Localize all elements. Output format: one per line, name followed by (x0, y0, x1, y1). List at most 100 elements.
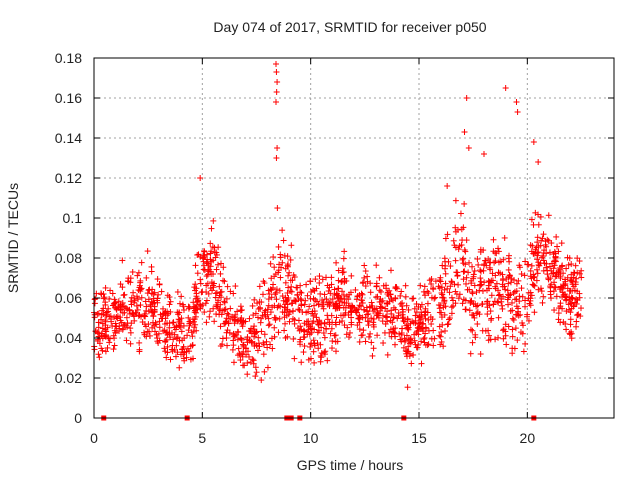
data-point (507, 279, 514, 286)
data-point (203, 319, 210, 326)
data-point (416, 314, 423, 321)
data-point (303, 321, 310, 328)
data-point (488, 315, 495, 322)
data-point (304, 331, 311, 338)
data-point (495, 334, 502, 341)
data-point (539, 299, 546, 306)
data-point (354, 293, 361, 300)
data-point (424, 342, 431, 349)
data-point (439, 294, 446, 301)
data-point (174, 334, 181, 341)
data-point (422, 324, 429, 331)
y-tick-label: 0.1 (63, 210, 83, 226)
data-point (184, 332, 191, 339)
x-tick-label: 5 (198, 430, 206, 446)
data-point (166, 324, 173, 331)
data-point (472, 331, 479, 338)
data-point (552, 253, 559, 260)
data-point (418, 301, 425, 308)
data-point (201, 309, 208, 316)
data-point (498, 302, 505, 309)
data-point (110, 301, 117, 308)
data-point (368, 339, 375, 346)
data-point (553, 293, 560, 300)
data-point (265, 322, 272, 329)
data-point (573, 323, 580, 330)
data-point (281, 304, 288, 311)
data-point (197, 253, 204, 260)
data-point (384, 351, 391, 358)
data-point (267, 309, 274, 316)
data-point (282, 294, 289, 301)
data-point (218, 288, 225, 295)
data-point (496, 291, 503, 298)
data-point (135, 269, 142, 276)
y-tick-label: 0.08 (55, 250, 82, 266)
data-point (446, 289, 453, 296)
data-point (505, 323, 512, 330)
data-point (502, 85, 509, 91)
data-point (500, 326, 507, 333)
data-point (273, 61, 279, 67)
data-point (221, 278, 228, 285)
data-point (277, 274, 284, 281)
data-point (373, 262, 380, 269)
data-point (568, 277, 575, 284)
data-point (210, 305, 217, 312)
data-point (222, 320, 229, 327)
data-point (558, 263, 565, 270)
data-point (442, 280, 449, 287)
data-point (545, 212, 552, 219)
data-point (340, 255, 347, 262)
data-point (141, 311, 148, 318)
data-point (303, 281, 310, 288)
scatter-points (91, 61, 585, 391)
data-point (374, 332, 381, 339)
data-point (444, 231, 451, 238)
data-point (356, 326, 363, 333)
data-point (398, 338, 405, 345)
data-point (398, 330, 405, 337)
data-point (95, 351, 102, 358)
data-point (262, 311, 269, 318)
data-point (176, 364, 183, 371)
data-point (441, 298, 448, 305)
data-point (153, 321, 160, 328)
data-point (336, 319, 343, 326)
data-point (250, 312, 257, 319)
data-point (469, 327, 476, 334)
data-point (461, 129, 468, 135)
data-point (127, 329, 134, 336)
data-point (161, 321, 168, 328)
data-point (304, 292, 311, 299)
data-point (251, 323, 258, 330)
data-point (454, 273, 461, 280)
data-point (475, 261, 482, 268)
data-point (377, 303, 384, 310)
data-point (102, 348, 109, 355)
data-point (119, 309, 126, 316)
data-point (260, 339, 267, 346)
data-point (277, 251, 284, 258)
data-point (268, 286, 275, 293)
data-point (243, 336, 250, 343)
data-point (95, 319, 102, 326)
data-point (138, 294, 145, 301)
data-point (411, 305, 418, 312)
data-point (333, 314, 340, 321)
data-point (352, 286, 359, 293)
data-point (273, 99, 279, 105)
data-point (253, 328, 260, 335)
data-point (201, 262, 208, 269)
data-point (374, 309, 381, 316)
data-point (386, 329, 393, 336)
data-point (110, 332, 117, 339)
data-point (215, 244, 222, 251)
data-point (364, 278, 371, 285)
data-point (163, 354, 170, 361)
data-point (181, 335, 188, 342)
data-point (341, 299, 348, 306)
data-point (238, 335, 245, 342)
data-point (158, 288, 165, 295)
data-point (319, 303, 326, 310)
